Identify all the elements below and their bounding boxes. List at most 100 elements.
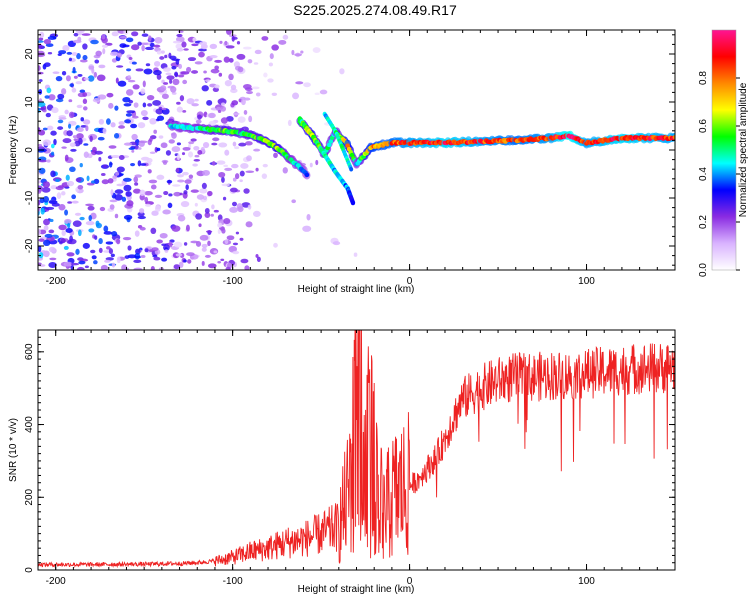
noise-speck — [76, 127, 84, 133]
noise-speck — [94, 235, 98, 240]
noise-speck — [217, 109, 222, 113]
noise-speck — [144, 248, 149, 253]
noise-speck — [175, 43, 184, 50]
noise-speck — [221, 183, 231, 187]
noise-speck — [126, 68, 132, 72]
noise-speck — [146, 158, 153, 163]
noise-speck — [140, 163, 147, 166]
noise-speck — [111, 31, 119, 37]
noise-speck — [237, 116, 246, 123]
noise-speck — [156, 73, 162, 80]
noise-speck — [116, 238, 121, 245]
noise-speck — [176, 106, 183, 113]
noise-speck — [162, 209, 171, 215]
noise-speck — [217, 261, 222, 264]
noise-speck — [71, 194, 77, 200]
noise-speck — [69, 142, 76, 147]
noise-speck — [90, 180, 96, 184]
noise-speck — [143, 68, 153, 75]
snr-axes: -200 -100 0 100 0 200 400 600 — [24, 329, 676, 587]
noise-speck — [252, 210, 261, 218]
noise-speck — [94, 59, 100, 64]
noise-speck — [50, 185, 58, 190]
noise-speck — [106, 118, 111, 125]
noise-speck — [132, 84, 140, 90]
noise-speck — [171, 58, 181, 61]
noise-speck — [161, 257, 168, 262]
noise-speck — [113, 133, 120, 139]
noise-speck — [42, 195, 50, 203]
noise-speck — [168, 139, 175, 144]
noise-speck — [67, 222, 71, 229]
noise-speck — [79, 216, 85, 221]
noise-speck — [111, 58, 118, 63]
ridge-core — [672, 135, 675, 140]
noise-speck — [219, 40, 223, 44]
noise-speck — [101, 44, 109, 48]
noise-speck — [61, 191, 66, 196]
noise-speck — [236, 53, 246, 60]
noise-speck — [199, 234, 209, 241]
noise-speck — [218, 72, 223, 77]
noise-speck — [98, 247, 103, 253]
noise-speck — [273, 242, 278, 248]
noise-speck — [43, 225, 49, 231]
noise-speck — [82, 119, 91, 125]
noise-speck — [133, 102, 139, 108]
noise-speck — [176, 167, 180, 173]
noise-speck — [167, 202, 173, 209]
noise-speck — [224, 40, 228, 46]
noise-speck — [242, 46, 252, 50]
noise-speck — [165, 150, 171, 156]
noise-speck — [205, 79, 210, 83]
noise-speck — [236, 40, 241, 45]
page-title: S225.2025.274.08.49.R17 — [293, 2, 457, 18]
noise-speck — [209, 55, 218, 59]
noise-speck — [75, 81, 83, 85]
noise-speck — [90, 39, 99, 45]
noise-speck — [46, 87, 52, 94]
noise-speck — [177, 179, 185, 183]
noise-speck — [213, 209, 219, 213]
noise-speck — [154, 194, 163, 199]
noise-speck — [206, 230, 213, 233]
noise-speck — [51, 107, 59, 114]
noise-speck — [109, 199, 118, 203]
y-tick-label: -10 — [24, 190, 35, 205]
noise-speck — [93, 71, 98, 78]
x-tick-label: -200 — [46, 276, 66, 287]
noise-speck — [228, 73, 234, 81]
noise-speck — [38, 238, 45, 242]
noise-speck — [306, 213, 311, 221]
noise-speck — [202, 169, 210, 176]
noise-speck — [291, 199, 296, 204]
noise-speck — [282, 167, 288, 174]
noise-speck — [137, 41, 142, 46]
noise-speck — [38, 88, 43, 95]
noise-speck — [199, 41, 208, 46]
noise-speck — [38, 101, 46, 107]
noise-speck — [194, 61, 203, 65]
noise-speck — [187, 259, 192, 264]
noise-speck — [147, 169, 152, 174]
noise-speck — [91, 255, 97, 260]
noise-speck — [38, 159, 47, 163]
noise-speck — [201, 243, 208, 248]
y-tick-label: 600 — [24, 343, 35, 360]
noise-speck — [162, 67, 171, 72]
noise-speck — [66, 252, 75, 257]
x-tick-label: -200 — [46, 576, 66, 587]
noise-speck — [191, 70, 199, 74]
noise-speck — [123, 30, 129, 35]
noise-speck — [176, 33, 183, 38]
noise-speck — [92, 98, 101, 103]
noise-speck — [148, 179, 158, 184]
noise-speck — [184, 179, 192, 184]
noise-speck — [238, 142, 247, 147]
noise-speck — [155, 108, 164, 115]
noise-speck — [128, 56, 133, 60]
noise-speck — [47, 52, 53, 55]
noise-speck — [217, 228, 221, 234]
